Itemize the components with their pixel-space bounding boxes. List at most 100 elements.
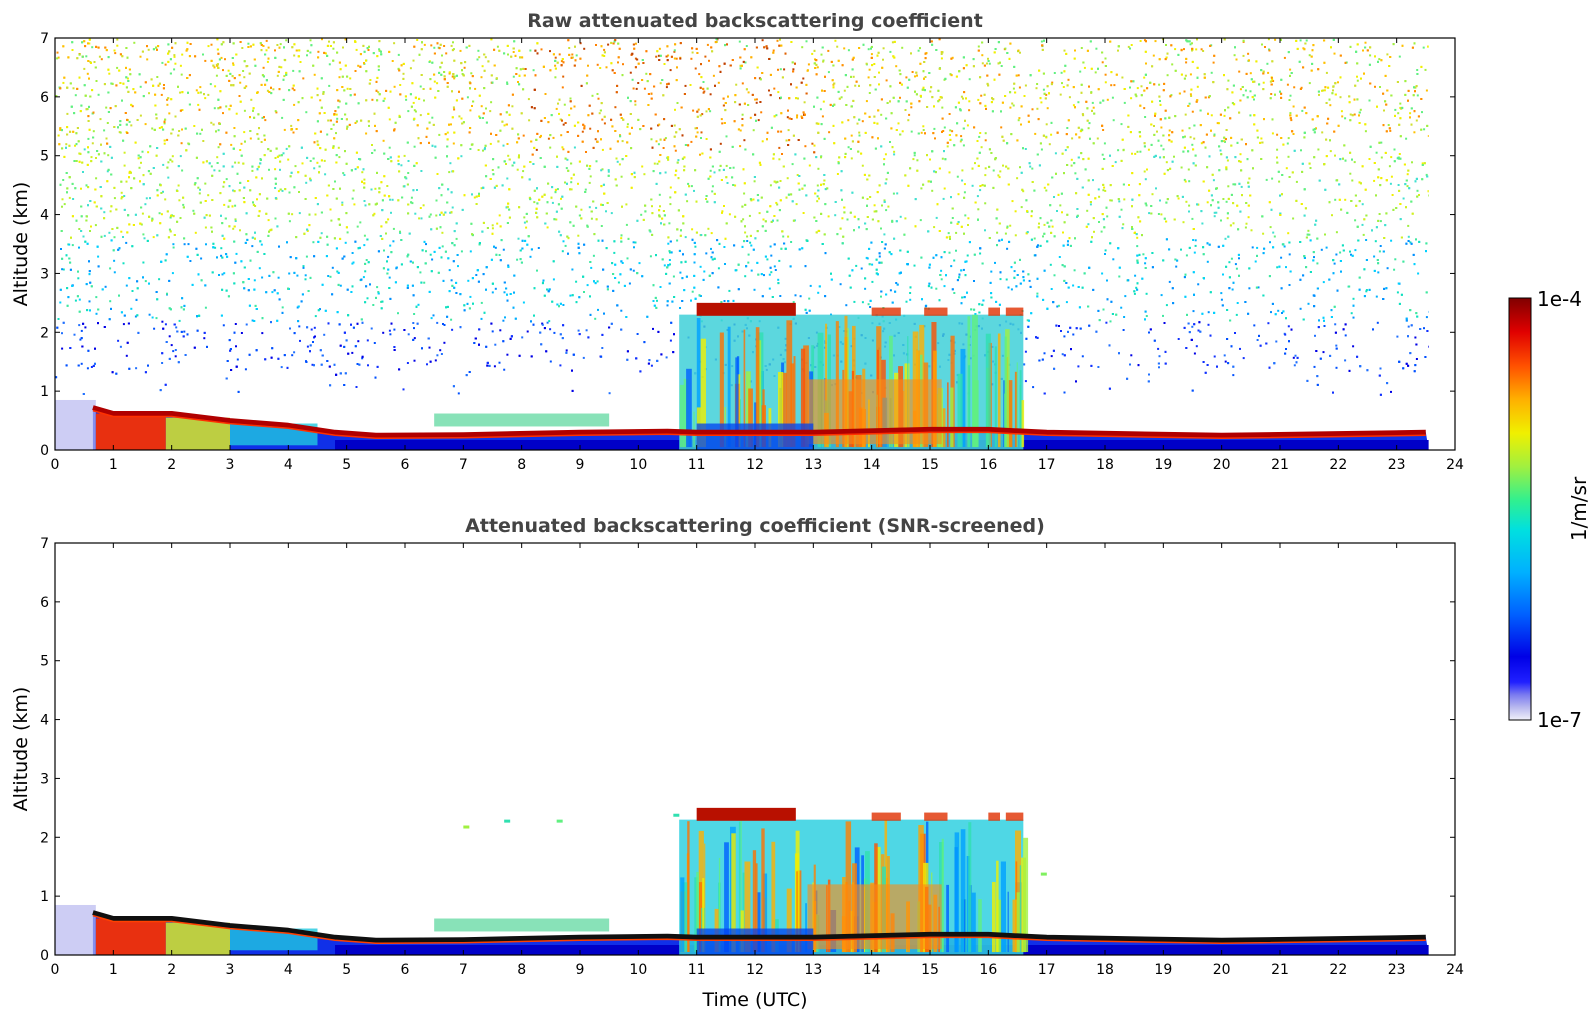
noise-speckle <box>1104 57 1107 60</box>
noise-speckle <box>783 68 786 71</box>
noise-speckle <box>1406 185 1409 188</box>
noise-speckle <box>653 162 656 165</box>
noise-speckle <box>1325 71 1328 74</box>
noise-speckle <box>467 279 470 282</box>
noise-speckle <box>164 323 167 326</box>
noise-speckle <box>448 72 451 75</box>
noise-speckle <box>675 57 678 60</box>
noise-speckle <box>1173 155 1175 158</box>
noise-speckle <box>586 284 589 287</box>
noise-speckle <box>87 137 90 140</box>
noise-speckle <box>1226 217 1229 220</box>
noise-speckle <box>1042 88 1045 91</box>
noise-speckle <box>760 111 763 114</box>
noise-speckle <box>1329 150 1332 153</box>
noise-speckle <box>702 91 705 94</box>
noise-speckle <box>595 160 598 163</box>
noise-speckle <box>1068 96 1071 99</box>
noise-speckle <box>502 144 505 147</box>
noise-speckle <box>601 148 604 151</box>
noise-speckle <box>245 323 248 326</box>
noise-speckle <box>103 211 106 214</box>
noise-speckle <box>481 65 484 68</box>
noise-speckle <box>778 158 781 161</box>
noise-speckle <box>164 63 167 66</box>
noise-speckle <box>893 153 896 156</box>
noise-speckle <box>553 331 556 334</box>
noise-speckle <box>91 142 94 145</box>
noise-speckle <box>1390 175 1393 178</box>
noise-speckle <box>181 109 184 111</box>
noise-speckle <box>749 241 752 244</box>
noise-speckle <box>666 304 669 307</box>
noise-speckle <box>95 177 98 180</box>
noise-speckle <box>1227 185 1230 188</box>
noise-speckle <box>506 353 509 356</box>
noise-speckle <box>391 198 394 201</box>
noise-speckle <box>899 215 902 218</box>
noise-speckle <box>198 192 201 195</box>
noise-speckle <box>696 131 699 134</box>
noise-speckle <box>1009 224 1012 227</box>
noise-speckle <box>523 216 526 219</box>
noise-speckle <box>373 342 376 344</box>
noise-speckle <box>1182 221 1185 224</box>
noise-speckle <box>489 110 492 113</box>
noise-speckle <box>210 121 213 124</box>
noise-speckle <box>114 52 117 55</box>
noise-speckle <box>843 89 846 92</box>
noise-speckle <box>1120 123 1123 126</box>
noise-speckle <box>597 97 600 100</box>
noise-speckle <box>686 200 689 203</box>
noise-speckle <box>171 155 174 158</box>
noise-speckle <box>1409 112 1412 115</box>
noise-speckle <box>1095 47 1098 50</box>
noise-speckle <box>254 205 257 207</box>
noise-speckle <box>305 255 308 258</box>
noise-speckle <box>533 201 536 204</box>
noise-speckle <box>1356 75 1358 78</box>
noise-speckle <box>1383 109 1385 112</box>
noise-speckle <box>1129 47 1131 50</box>
noise-speckle <box>669 203 672 206</box>
noise-speckle <box>425 250 427 253</box>
noise-speckle <box>126 77 129 80</box>
noise-speckle <box>770 271 773 274</box>
noise-speckle <box>561 146 564 149</box>
noise-speckle <box>290 124 293 127</box>
noise-speckle <box>268 168 270 171</box>
noise-speckle <box>1248 287 1251 290</box>
noise-speckle <box>744 275 747 278</box>
noise-speckle <box>641 165 644 168</box>
noise-speckle <box>1213 355 1216 358</box>
noise-speckle <box>537 247 540 249</box>
noise-speckle <box>116 44 119 47</box>
noise-speckle <box>837 161 840 163</box>
noise-speckle <box>469 250 472 253</box>
noise-speckle <box>122 236 124 238</box>
noise-speckle <box>1192 239 1195 241</box>
noise-speckle <box>1189 136 1192 139</box>
noise-speckle <box>1335 366 1338 369</box>
noise-speckle <box>1321 89 1323 92</box>
noise-speckle <box>1249 90 1252 93</box>
noise-speckle <box>71 244 74 247</box>
noise-speckle <box>1018 86 1021 89</box>
noise-speckle <box>953 292 956 294</box>
noise-speckle <box>363 234 366 237</box>
noise-speckle <box>341 203 344 206</box>
noise-speckle <box>855 264 858 267</box>
noise-speckle <box>708 59 710 62</box>
noise-speckle <box>399 232 402 234</box>
noise-speckle <box>1120 306 1123 309</box>
noise-speckle <box>1191 325 1194 328</box>
noise-speckle <box>155 317 158 320</box>
noise-speckle <box>1247 52 1250 55</box>
noise-speckle <box>1067 78 1070 81</box>
noise-speckle <box>283 128 286 131</box>
noise-speckle <box>834 214 837 217</box>
noise-speckle <box>763 274 765 277</box>
noise-speckle <box>65 143 68 146</box>
noise-speckle <box>161 320 164 323</box>
noise-speckle <box>676 239 679 242</box>
